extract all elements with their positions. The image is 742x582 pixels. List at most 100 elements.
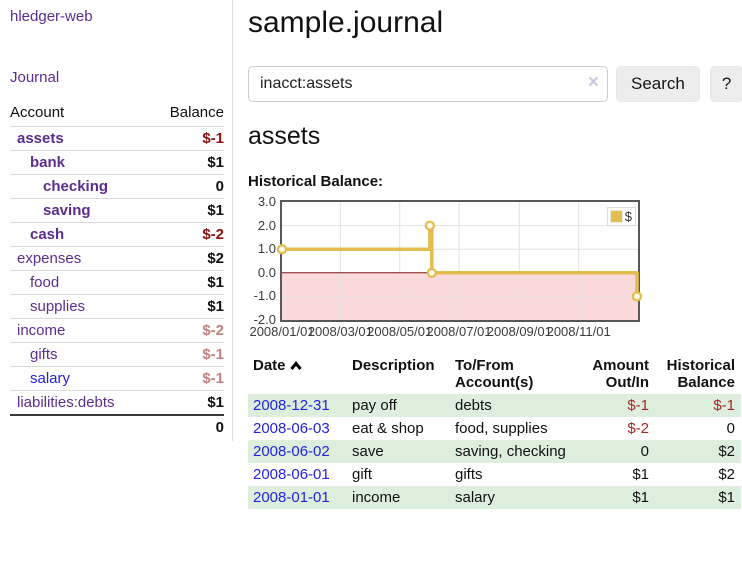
account-balance: $1 xyxy=(207,298,224,315)
account-link-assets[interactable]: assets xyxy=(17,130,64,147)
account-row-liabilities-debts: liabilities:debts $1 xyxy=(10,390,224,416)
x-tick-label: 2008/05/01 xyxy=(367,324,433,339)
x-tick-label: 2008/01/01 xyxy=(249,324,315,339)
transaction-date-link[interactable]: 2008-12-31 xyxy=(253,397,330,414)
transaction-description: eat & shop xyxy=(352,420,424,437)
account-link-gifts[interactable]: gifts xyxy=(30,346,58,363)
transactions-table: Date Description To/From Account(s) Amou… xyxy=(248,354,741,509)
transaction-accounts: debts xyxy=(455,397,492,414)
x-tick-label: 2008/07/01 xyxy=(426,324,492,339)
sidebar: hledger-web Journal Account Balance asse… xyxy=(0,0,233,441)
column-header-amount: Amount Out/In xyxy=(592,357,649,391)
account-balance: $-1 xyxy=(202,346,224,363)
account-link-expenses[interactable]: expenses xyxy=(17,250,82,267)
chart-plot-area[interactable]: $ xyxy=(276,200,643,322)
account-balance: $-2 xyxy=(202,322,224,339)
account-row-income: income $-2 xyxy=(10,318,224,343)
account-balance: $1 xyxy=(207,394,224,411)
brand-link[interactable]: hledger-web xyxy=(10,8,93,25)
y-tick-label: -1.0 xyxy=(253,288,276,304)
column-header-tofrom: To/From Account(s) xyxy=(455,357,534,391)
transaction-row[interactable]: 2008-12-31 pay off debts $-1 $-1 xyxy=(248,394,741,417)
account-link-income[interactable]: income xyxy=(17,322,66,339)
x-tick-label: 2008/09/01 xyxy=(486,324,552,339)
transaction-amount: $1 xyxy=(632,489,649,506)
transaction-accounts: gifts xyxy=(455,466,483,483)
account-row-checking: checking 0 xyxy=(10,174,224,199)
transaction-row[interactable]: 2008-06-02 save saving, checking 0 $2 xyxy=(248,440,741,463)
page-title: sample.journal xyxy=(248,6,444,39)
transaction-date-link[interactable]: 2008-06-01 xyxy=(253,466,330,483)
account-link-checking[interactable]: checking xyxy=(43,178,109,195)
account-row-food: food $1 xyxy=(10,270,224,295)
transaction-description: gift xyxy=(352,466,373,483)
account-link-food[interactable]: food xyxy=(30,274,60,291)
account-link-saving[interactable]: saving xyxy=(43,202,91,219)
sort-ascending-icon xyxy=(289,358,302,375)
transaction-accounts: salary xyxy=(455,489,496,506)
account-link-cash[interactable]: cash xyxy=(30,226,65,243)
transaction-row[interactable]: 2008-01-01 income salary $1 $1 xyxy=(248,486,741,509)
main-pane: sample.journal × Search ? assets Histori… xyxy=(233,0,742,509)
y-tick-label: -2.0 xyxy=(253,312,276,327)
accounts-table: Account Balance assets $-1 bank $1 check… xyxy=(10,100,224,439)
account-row-cash: cash $-2 xyxy=(10,222,224,247)
account-balance: $2 xyxy=(207,250,224,267)
account-link-supplies[interactable]: supplies xyxy=(30,298,86,315)
balance-chart-svg xyxy=(276,202,643,320)
transaction-accounts: saving, checking xyxy=(455,443,566,460)
transaction-accounts: food, supplies xyxy=(455,420,548,437)
transaction-date-link[interactable]: 2008-01-01 xyxy=(253,489,330,506)
account-row-salary: salary $-1 xyxy=(10,366,224,391)
legend-label: $ xyxy=(624,209,632,224)
account-link-salary[interactable]: salary xyxy=(30,370,71,387)
transaction-description: pay off xyxy=(352,397,397,414)
account-row-saving: saving $1 xyxy=(10,198,224,223)
account-row-bank: bank $1 xyxy=(10,150,224,175)
account-balance: $-1 xyxy=(202,370,224,387)
account-row-gifts: gifts $-1 xyxy=(10,342,224,367)
transaction-amount: 0 xyxy=(640,443,649,460)
account-row-assets: assets $-1 xyxy=(10,127,224,151)
account-row-expenses: expenses $2 xyxy=(10,246,224,271)
transaction-balance: $1 xyxy=(718,489,735,506)
search-input[interactable] xyxy=(248,66,608,102)
chart-x-axis: 2008/01/01 2008/03/01 2008/05/01 2008/07/01… xyxy=(249,322,640,340)
column-header-historical: Historical Balance xyxy=(666,357,735,391)
sidebar-item-journal[interactable]: Journal xyxy=(10,69,60,86)
transaction-balance: $2 xyxy=(718,443,735,460)
transactions-header-row: Date Description To/From Account(s) Amou… xyxy=(248,354,741,394)
account-balance: $-1 xyxy=(202,130,224,147)
search-button[interactable]: Search xyxy=(616,66,700,102)
chart-y-axis: 3.0 2.0 1.0 0.0 -1.0 -2.0 xyxy=(248,194,280,327)
help-button[interactable]: ? xyxy=(709,66,742,102)
accounts-total-row: 0 xyxy=(10,415,224,439)
hledger-web-app: hledger-web Journal Account Balance asse… xyxy=(0,0,742,509)
column-header-date[interactable]: Date xyxy=(248,354,347,394)
account-balance: $-2 xyxy=(202,226,224,243)
y-tick-label: 3.0 xyxy=(257,194,276,209)
transaction-amount: $1 xyxy=(632,466,649,483)
transaction-row[interactable]: 2008-06-03 eat & shop food, supplies $-2… xyxy=(248,417,741,440)
accounts-header-account: Account xyxy=(10,100,151,127)
transaction-amount: $-1 xyxy=(627,397,649,414)
y-tick-label: 1.0 xyxy=(257,241,276,257)
x-tick-label: 2008/03/01 xyxy=(307,324,373,339)
search-field-wrap: × xyxy=(248,66,608,102)
transaction-row[interactable]: 2008-06-01 gift gifts $1 $2 xyxy=(248,463,741,486)
chart-legend: $ xyxy=(606,207,636,226)
account-heading: assets xyxy=(248,122,321,150)
y-tick-label: 0.0 xyxy=(257,264,276,280)
column-header-description: Description xyxy=(352,357,435,374)
transaction-description: income xyxy=(352,489,401,506)
y-tick-label: 2.0 xyxy=(257,217,276,233)
date-header-label: Date xyxy=(253,357,286,374)
transaction-date-link[interactable]: 2008-06-03 xyxy=(253,420,330,437)
account-link-liabilities-debts[interactable]: liabilities:debts xyxy=(17,394,115,411)
transaction-description: save xyxy=(352,443,384,460)
clear-search-icon[interactable]: × xyxy=(587,72,599,93)
x-tick-label: 2008/11/01 xyxy=(546,324,611,339)
transaction-date-link[interactable]: 2008-06-02 xyxy=(253,443,330,460)
account-link-bank[interactable]: bank xyxy=(30,154,66,171)
chart-title: Historical Balance: xyxy=(248,173,384,190)
